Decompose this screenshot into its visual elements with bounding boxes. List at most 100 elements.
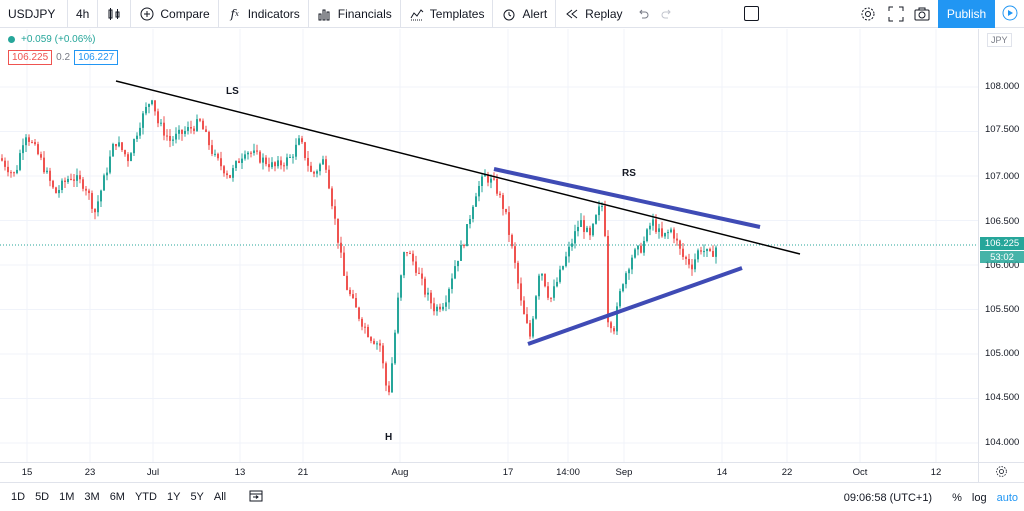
candle-body: [160, 122, 162, 124]
time-tick-label: 12: [930, 467, 942, 478]
candle-body: [382, 345, 384, 364]
candle-body: [400, 275, 402, 298]
range-button-5d[interactable]: 5D: [35, 491, 50, 503]
range-button-ytd[interactable]: YTD: [134, 491, 157, 503]
candle-body: [430, 292, 432, 304]
chart-pane[interactable]: [0, 29, 978, 462]
candle-body: [148, 104, 150, 107]
range-button-1m[interactable]: 1M: [59, 491, 75, 503]
candle-body: [250, 152, 252, 154]
candle-body: [676, 238, 678, 241]
candle-body: [280, 160, 282, 166]
templates-button[interactable]: Templates: [401, 0, 494, 28]
layout-button[interactable]: [744, 6, 759, 21]
range-button-6m[interactable]: 6M: [109, 491, 125, 503]
candle-body: [355, 298, 357, 308]
time-scale[interactable]: 15 23 Jul 13 21 Aug 17 14:00 Sep 14 22 Oct 12: [0, 462, 978, 482]
candle-body: [553, 286, 555, 298]
candle-body: [571, 243, 573, 247]
candle-body: [13, 172, 15, 174]
candle-body: [235, 161, 237, 169]
percent-scale-toggle[interactable]: %: [952, 491, 962, 504]
price-tick-label: 106.000: [985, 260, 1020, 271]
candle-body: [187, 127, 189, 131]
alert-button[interactable]: Alert: [493, 0, 557, 28]
auto-scale-toggle[interactable]: auto: [996, 491, 1018, 504]
fullscreen-icon: [888, 6, 904, 25]
candle-body: [226, 173, 228, 176]
time-tick-label: 13: [234, 467, 246, 478]
candle-body: [535, 296, 537, 319]
redo-button[interactable]: [655, 0, 679, 28]
templates-icon: [409, 6, 425, 22]
candle-body: [406, 252, 408, 254]
candle-body: [712, 251, 714, 257]
candle-body: [289, 157, 291, 159]
scale-settings-button[interactable]: [978, 462, 1024, 482]
candle-body: [121, 142, 123, 151]
range-button-3m[interactable]: 3M: [84, 491, 100, 503]
candle-body: [184, 130, 186, 134]
plus-circle-icon: [139, 6, 155, 22]
candle-body: [388, 385, 390, 393]
candle-body: [394, 332, 396, 364]
candle-body: [715, 247, 717, 257]
candle-body: [316, 171, 318, 174]
fullscreen-button[interactable]: [888, 6, 904, 25]
legend-quote-row: 106.225 0.2 106.227: [8, 50, 119, 65]
price-scale[interactable]: JPY 108.000 107.500 107.000 106.500 106.000 1…: [978, 29, 1024, 462]
range-button-all[interactable]: All: [213, 491, 227, 503]
buy-price[interactable]: 106.227: [74, 50, 119, 65]
publish-button[interactable]: Publish: [938, 0, 995, 28]
sell-price[interactable]: 106.225: [8, 50, 53, 65]
candle-body: [79, 175, 81, 180]
candle-body: [640, 245, 642, 253]
range-button-1y[interactable]: 1Y: [166, 491, 181, 503]
candle-body: [511, 234, 513, 247]
candle-body: [277, 160, 279, 167]
candle-body: [637, 245, 639, 250]
goto-date-button[interactable]: [249, 489, 263, 506]
range-button-1d[interactable]: 1D: [11, 491, 26, 503]
snapshot-button[interactable]: [914, 6, 930, 25]
candle-body: [58, 189, 60, 194]
candle-body: [427, 292, 429, 295]
candle-body: [358, 307, 360, 319]
candle-body: [481, 176, 483, 186]
candle-body: [340, 242, 342, 253]
candle-body: [502, 195, 504, 209]
candle-body: [613, 328, 615, 332]
gear-icon: [860, 7, 876, 25]
undo-button[interactable]: [631, 0, 655, 28]
clock-timezone[interactable]: 09:06:58 (UTC+1): [843, 491, 933, 504]
candle-body: [649, 225, 651, 230]
candle-body: [67, 178, 69, 182]
bar-chart-icon: [317, 6, 333, 22]
settings-button[interactable]: [860, 6, 876, 25]
log-scale-toggle[interactable]: log: [971, 491, 987, 504]
candle-body: [520, 283, 522, 301]
replay-button[interactable]: Replay: [556, 0, 630, 28]
currency-label[interactable]: JPY: [987, 33, 1012, 47]
price-tick-label: 107.500: [985, 124, 1020, 135]
chart-type-button[interactable]: [98, 0, 132, 28]
candle-body: [619, 291, 621, 307]
compare-label: Compare: [160, 6, 210, 21]
financials-button[interactable]: Financials: [309, 0, 401, 28]
publish-dropdown-button[interactable]: [995, 0, 1024, 28]
candle-body: [700, 250, 702, 252]
candlestick-chart[interactable]: [0, 29, 978, 462]
compare-button[interactable]: Compare: [131, 0, 219, 28]
candle-body: [103, 175, 105, 191]
symbol-search[interactable]: USDJPY: [0, 0, 68, 28]
candle-body: [130, 153, 132, 162]
candle-body: [361, 318, 363, 327]
interval-button[interactable]: 4h: [68, 0, 99, 28]
templates-label: Templates: [429, 6, 485, 21]
market-status-icon: [8, 36, 15, 43]
candle-body: [175, 133, 177, 140]
time-tick-label: Oct: [852, 467, 868, 478]
range-button-5y[interactable]: 5Y: [190, 491, 204, 503]
replay-label: Replay: [585, 6, 623, 21]
